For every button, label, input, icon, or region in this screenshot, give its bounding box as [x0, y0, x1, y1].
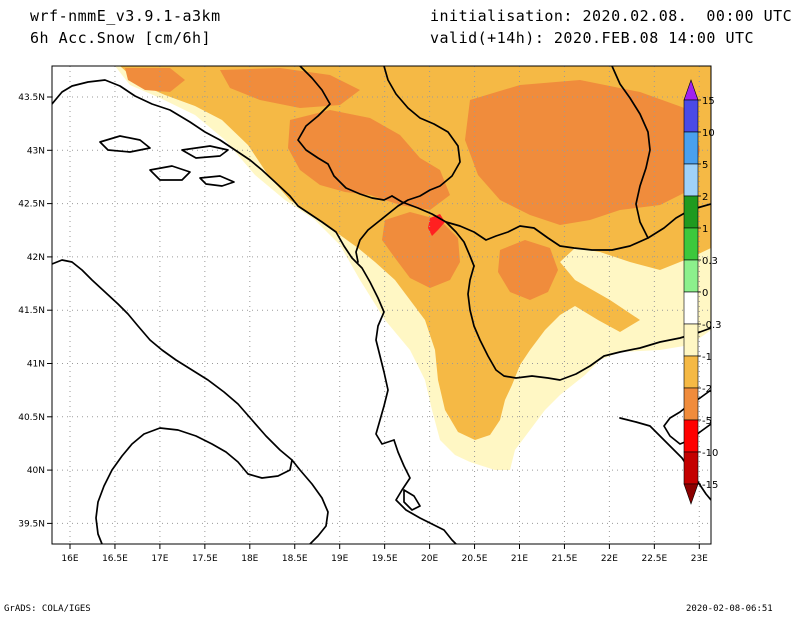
- legend-label: -1: [702, 352, 712, 363]
- lat-label: 42.5N: [18, 200, 45, 210]
- legend-color-box: [683, 99, 699, 133]
- lon-label: 20E: [421, 554, 438, 564]
- snow-area-heavy-east: [498, 240, 558, 300]
- thessaloniki-coast: [619, 417, 711, 501]
- lon-label: 18.5E: [282, 554, 308, 564]
- lat-label: 41.5N: [18, 306, 45, 316]
- lat-label: 40.5N: [18, 413, 45, 423]
- legend-color-box: [683, 451, 699, 485]
- coastlines-borders: [52, 66, 711, 544]
- legend-label: 0: [702, 288, 708, 299]
- legend-label: 1: [702, 224, 708, 235]
- lat-label: 41N: [27, 360, 45, 370]
- kosovo-border: [445, 203, 711, 251]
- snow-area-heavy-top-left: [125, 68, 185, 92]
- bulgaria-border: [611, 66, 651, 239]
- legend-label: 2: [702, 192, 708, 203]
- legend-color-box: [683, 259, 699, 293]
- island-corfu: [403, 489, 421, 511]
- lon-label: 20.5E: [462, 554, 488, 564]
- legend-arrow-bottom: [683, 483, 699, 505]
- legend-color-box: [683, 195, 699, 229]
- snow-forecast-map: 43.5N 43N 42.5N 42N 41.5N 41N 40.5N 40N 39.5N 16…: [18, 65, 722, 564]
- albania-greece-coast: [393, 439, 457, 544]
- bosnia-border: [297, 66, 393, 201]
- north-macedonia-border: [467, 265, 711, 381]
- lon-label: 19.5E: [372, 554, 398, 564]
- legend-color-box: [683, 131, 699, 165]
- legend-label: -15: [702, 480, 718, 491]
- map-frame: [51, 65, 712, 545]
- plot-timestamp: 2020-02-08-06:51: [686, 604, 773, 614]
- legend-color-box: [683, 355, 699, 389]
- init-time: initialisation: 2020.02.08. 00:00 UTC: [430, 7, 793, 25]
- legend-label: 15: [702, 96, 715, 107]
- field-name: 6h Acc.Snow [cm/6h]: [30, 29, 212, 47]
- legend-label: 5: [702, 160, 708, 171]
- island-mljet: [199, 175, 235, 187]
- lat-label: 40N: [27, 466, 45, 476]
- island-hvar: [99, 135, 151, 153]
- snow-area-heavy-top: [220, 68, 360, 108]
- legend-label: -2: [702, 384, 712, 395]
- lon-label: 19E: [331, 554, 348, 564]
- lon-label: 22.5E: [641, 554, 667, 564]
- legend-label: -10: [702, 448, 718, 459]
- legend-color-box: [683, 291, 699, 325]
- legend-color-box: [683, 387, 699, 421]
- valid-time: valid(+14h): 2020.FEB.08 14:00 UTC: [430, 29, 755, 47]
- lon-label: 16E: [61, 554, 78, 564]
- island-brac: [149, 165, 191, 181]
- italy-heel: [291, 459, 329, 544]
- lon-label: 23E: [691, 554, 708, 564]
- lon-label: 21E: [511, 554, 528, 564]
- lon-label: 18E: [241, 554, 258, 564]
- legend-label: -5: [702, 416, 712, 427]
- grads-credit: GrADS: COLA/IGES: [4, 604, 91, 614]
- adriatic-coast-croatia: [52, 79, 395, 445]
- longitude-axis: 16E 16.5E 17E 17.5E 18E 18.5E 19E 19.5E 20E 20.5E…: [61, 544, 708, 564]
- legend-label: 0.3: [702, 256, 718, 267]
- lat-label: 39.5N: [18, 519, 45, 529]
- snow-area-heavy-north: [288, 110, 450, 210]
- latitude-axis: 43.5N 43N 42.5N 42N 41.5N 41N 40.5N 40N 39.5N: [18, 93, 52, 529]
- snow-area-heavy-center: [382, 212, 460, 288]
- legend-label: -0.3: [702, 320, 722, 331]
- lat-label: 43.5N: [18, 93, 45, 103]
- lon-label: 16.5E: [102, 554, 128, 564]
- island-korcula: [181, 145, 229, 159]
- lat-label: 43N: [27, 146, 45, 156]
- lon-label: 17.5E: [192, 554, 218, 564]
- serbia-border: [355, 66, 461, 263]
- colorbar-legend: 15 10 5 2 1 0.3 0 -0.3 -1 -2 -5 -10 -15: [683, 79, 722, 505]
- legend-color-box: [683, 163, 699, 197]
- lon-label: 22E: [601, 554, 618, 564]
- legend-color-box: [683, 227, 699, 261]
- legend-label: 10: [702, 128, 715, 139]
- lat-label: 42N: [27, 253, 45, 263]
- model-name: wrf-nmmE_v3.9.1-a3km: [30, 7, 221, 25]
- legend-color-box: [683, 323, 699, 357]
- lon-label: 17E: [151, 554, 168, 564]
- legend-color-box: [683, 419, 699, 453]
- lon-label: 21.5E: [552, 554, 578, 564]
- italy-coast: [52, 259, 293, 544]
